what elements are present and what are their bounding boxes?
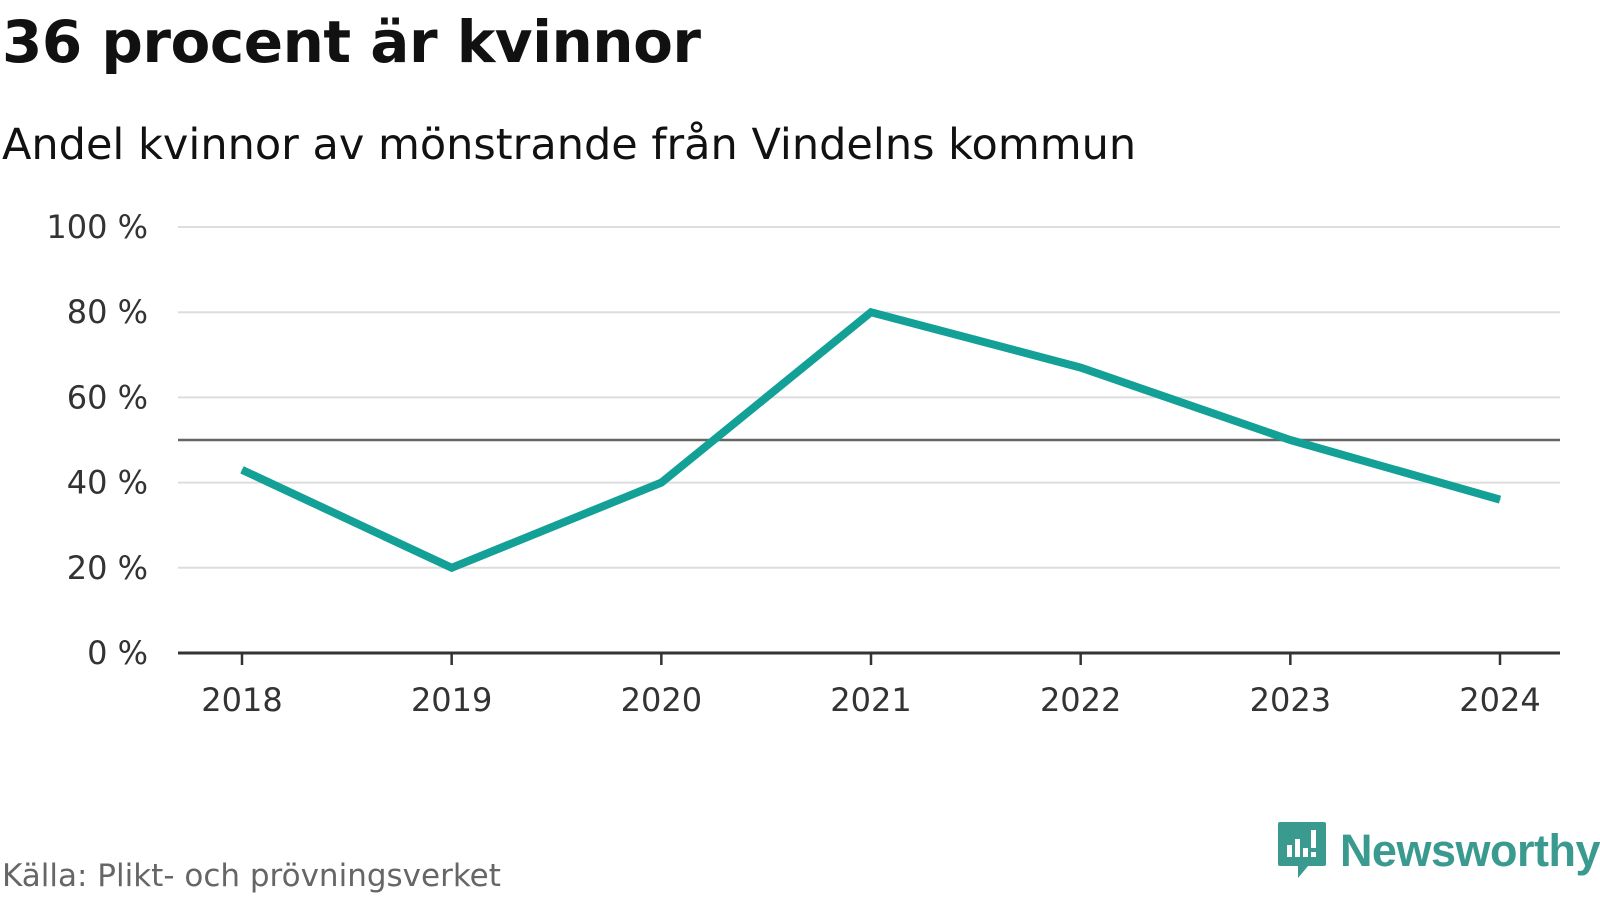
data-point	[451, 567, 453, 569]
y-tick-label: 20 %	[67, 549, 148, 587]
x-tick-label: 2022	[1040, 681, 1121, 719]
data-point	[870, 311, 872, 313]
brand: Newsworthy	[1276, 820, 1600, 882]
brand-name: Newsworthy	[1339, 825, 1600, 876]
x-tick-label: 2018	[201, 681, 282, 719]
y-tick-label: 80 %	[67, 293, 148, 331]
y-axis-ticks: 0 % 20 % 40 % 60 % 80 % 100 %	[46, 208, 148, 672]
x-tick-label: 2024	[1459, 681, 1540, 719]
x-tick-label: 2023	[1250, 681, 1331, 719]
data-point	[241, 469, 243, 471]
y-tick-label: 40 %	[67, 464, 148, 502]
source-note: Källa: Plikt- och prövningsverket	[2, 858, 501, 894]
y-tick-label: 0 %	[87, 634, 148, 672]
x-tick-label: 2019	[411, 681, 492, 719]
data-point	[1080, 367, 1082, 369]
x-axis-ticks: 2018 2019 2020 2021 2022 2023 2024	[201, 653, 1541, 719]
chart-subtitle: Andel kvinnor av mönstrande från Vindeln…	[2, 120, 1137, 170]
y-tick-label: 60 %	[67, 378, 148, 416]
gridlines	[178, 226, 1560, 569]
y-tick-label: 100 %	[46, 208, 148, 246]
x-tick-label: 2020	[621, 681, 702, 719]
line-chart: 0 % 20 % 40 % 60 % 80 % 100 % 2018 2019 2020 202…	[46, 208, 1560, 719]
series-layer	[240, 307, 1502, 573]
chart-title: 36 procent är kvinnor	[2, 8, 701, 76]
data-point	[660, 482, 662, 484]
newsworthy-logo-icon	[1277, 822, 1326, 878]
x-tick-label: 2021	[830, 681, 911, 719]
data-point	[1499, 499, 1501, 501]
data-point	[1289, 439, 1291, 441]
